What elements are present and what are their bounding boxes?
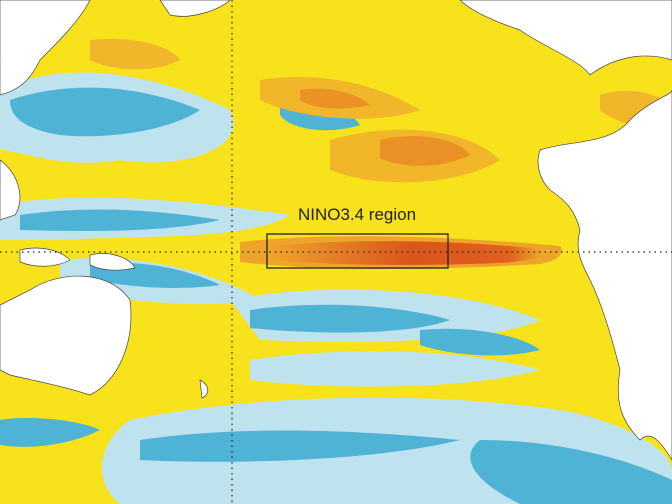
warm-strong-areas: [300, 88, 470, 166]
region-label: NINO3.4 region: [298, 205, 416, 224]
land: [0, 0, 672, 461]
equatorial-band-core: [270, 241, 550, 265]
nino34-box: [266, 233, 449, 269]
